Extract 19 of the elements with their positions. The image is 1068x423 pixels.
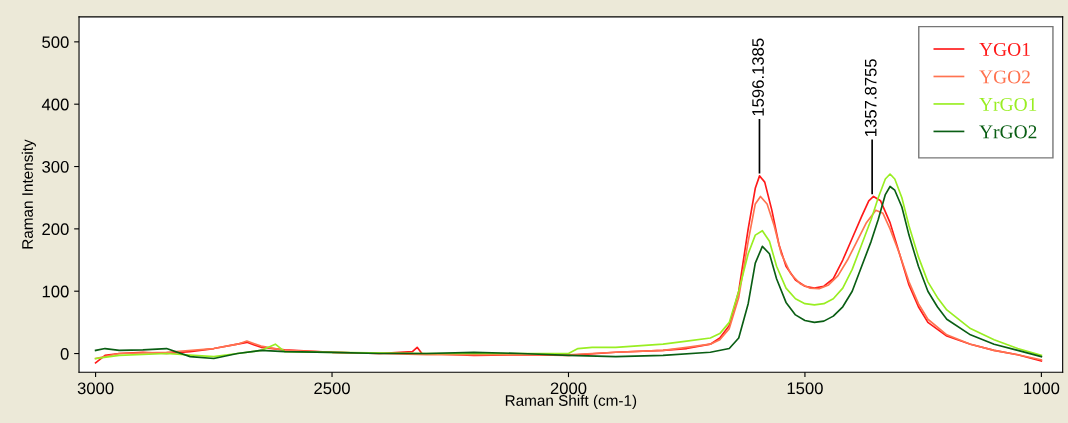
- x-axis-title: Raman Shift (cm-1): [505, 394, 637, 409]
- annotation: 1357.8755: [864, 59, 877, 136]
- annotation: 1596.1385: [752, 38, 764, 116]
- y-tick-label: 0: [60, 347, 69, 360]
- x-tick-label: 1500: [787, 382, 823, 395]
- legend-label: YGO1: [979, 42, 1030, 56]
- y-tick-label: 400: [41, 98, 69, 111]
- x-tick-label: 2000: [550, 382, 587, 395]
- legend-label: YrGO1: [979, 97, 1037, 111]
- x-tick-label: 2500: [314, 382, 350, 395]
- x-tick-label: 3000: [77, 382, 114, 395]
- y-tick-label: 300: [42, 160, 69, 173]
- y-axis-title: Raman Intensity: [21, 139, 36, 249]
- y-tick-label: 500: [42, 36, 69, 49]
- y-tick-label: 100: [42, 285, 69, 298]
- legend-label: YrGO2: [979, 125, 1037, 139]
- legend-label: YGO2: [979, 70, 1030, 84]
- y-tick-label: 200: [42, 223, 69, 236]
- x-tick-label: 1000: [1024, 382, 1060, 395]
